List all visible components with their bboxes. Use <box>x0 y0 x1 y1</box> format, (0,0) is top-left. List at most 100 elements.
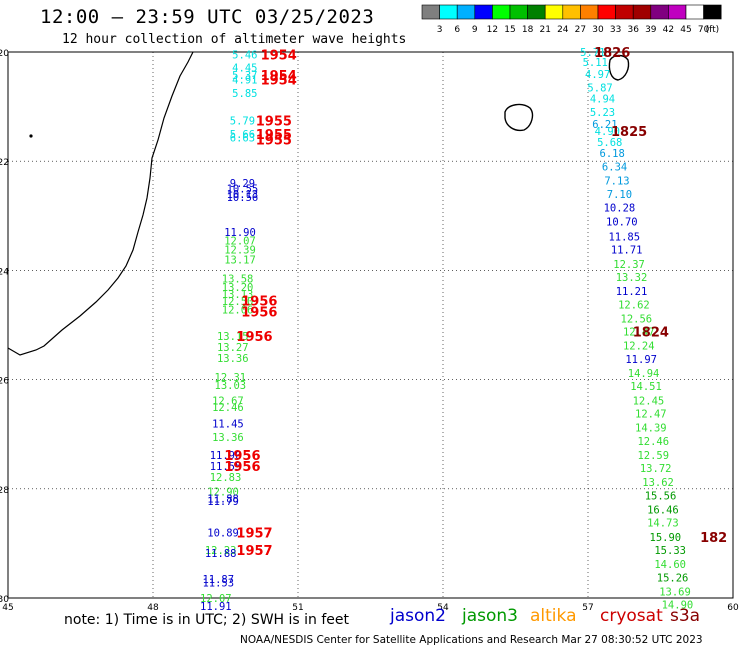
swh-label: 12.90 <box>207 487 239 499</box>
swh-label: 12.31 <box>215 372 247 384</box>
y-tick-label: -28 <box>0 486 9 496</box>
swh-label: 11.97 <box>625 354 657 366</box>
time-label: 1956 <box>224 460 260 475</box>
time-label: 1957 <box>236 544 272 559</box>
time-label: 1826 <box>594 46 630 61</box>
map-subtitle: 12 hour collection of altimeter wave hei… <box>62 32 407 47</box>
swh-label: 12.23 <box>205 545 237 557</box>
swh-label: 11.21 <box>616 286 648 298</box>
colorbar-label: 12 <box>487 25 498 35</box>
swh-label: 10.89 <box>207 527 239 539</box>
swh-label: 11.85 <box>608 232 640 244</box>
swh-label: 12.83 <box>210 472 242 484</box>
swh-label: 12.62 <box>618 299 650 311</box>
swh-label: 5.79 <box>230 115 255 127</box>
swh-label: 10.13 <box>227 189 259 201</box>
x-tick-label: 54 <box>437 603 449 613</box>
swh-label: 5.46 <box>232 50 257 62</box>
swh-label: 13.13 <box>222 289 254 301</box>
swh-label: 5.11 <box>583 57 608 69</box>
swh-label: 13.32 <box>616 272 648 284</box>
legend-jason2: jason2 <box>390 606 446 626</box>
swh-label: 4.45 <box>232 62 257 74</box>
swh-label: 14.73 <box>647 518 679 530</box>
swh-label: 11.79 <box>207 496 239 508</box>
map-title: 12:00 — 23:59 UTC 03/25/2023 <box>40 6 375 28</box>
swh-label: 15.33 <box>654 545 686 557</box>
swh-label: 5.66 <box>230 129 255 141</box>
swh-label: 14.90 <box>662 600 694 612</box>
time-label: 1956 <box>241 294 277 309</box>
swh-label: 11.88 <box>207 494 239 506</box>
swh-label: 12.46 <box>212 402 244 414</box>
colorbar-label: 6 <box>454 25 460 35</box>
swh-label: 6.18 <box>600 148 625 160</box>
swh-label: 11.45 <box>212 418 244 430</box>
legend-jason3: jason3 <box>462 606 518 626</box>
y-tick-label: -26 <box>0 377 9 387</box>
swh-label: 13.72 <box>640 463 672 475</box>
colorbar-label: 18 <box>522 25 534 35</box>
units-note: note: 1) Time is in UTC; 2) SWH is in fe… <box>64 612 350 628</box>
swh-label: 5.68 <box>597 137 622 149</box>
colorbar-label: 21 <box>539 25 550 35</box>
swh-label: 5.71 <box>580 47 605 59</box>
time-label: 1956 <box>241 305 277 320</box>
time-label: 1955 <box>256 114 292 129</box>
colorbar-label: 15 <box>504 25 515 35</box>
colorbar-label: 30 <box>592 25 604 35</box>
time-label: 1825 <box>611 125 647 140</box>
swh-label: 5.87 <box>587 82 612 94</box>
swh-label: 12.47 <box>635 408 667 420</box>
swh-label: 12.37 <box>613 259 645 271</box>
swh-label: 13.17 <box>224 254 256 266</box>
swh-label: 11.55 <box>210 461 242 473</box>
legend-altika: altika <box>530 606 577 626</box>
colorbar-label: 3 <box>437 25 443 35</box>
swh-label: 12.47 <box>623 327 655 339</box>
legend-cryosat: cryosat <box>600 606 663 626</box>
swh-label: 15.90 <box>650 532 682 544</box>
colorbar-label: 70 <box>698 25 710 35</box>
legend-s3a: s3a <box>670 606 701 626</box>
swh-label: 12.46 <box>637 436 669 448</box>
small-island <box>29 134 33 138</box>
swh-label: 14.60 <box>654 559 686 571</box>
swh-label: 6.21 <box>592 119 617 131</box>
swh-label: 12.59 <box>637 450 669 462</box>
x-tick-label: 45 <box>2 603 13 613</box>
time-label: 1954 <box>261 73 297 88</box>
colorbar-label: 27 <box>575 25 586 35</box>
swh-label: 10.56 <box>227 192 259 204</box>
swh-label: 11.90 <box>224 227 256 239</box>
swh-label: 11.87 <box>202 574 234 586</box>
swh-label: 11.90 <box>210 450 242 462</box>
swh-label: 14.39 <box>635 423 667 435</box>
colorbar-label: 45 <box>680 25 691 35</box>
colorbar-label: 39 <box>645 25 657 35</box>
swh-label: 4.90 <box>595 126 620 138</box>
colorbar-label: 9 <box>472 25 478 35</box>
swh-label: 11.71 <box>611 245 643 257</box>
swh-label: 13.03 <box>215 380 247 392</box>
mauritius-island <box>608 54 630 81</box>
colorbar-label: 36 <box>627 25 639 35</box>
swh-label: 5.85 <box>232 88 257 100</box>
y-tick-label: -30 <box>0 595 9 605</box>
swh-label: 4.94 <box>590 93 615 105</box>
swh-label: 13.69 <box>659 586 691 598</box>
swh-label: 5.37 <box>232 70 257 82</box>
swh-label: 12.39 <box>224 245 256 257</box>
swh-label: 4.91 <box>232 74 257 86</box>
time-label: 1955 <box>256 128 292 143</box>
swh-label: 12.07 <box>200 593 232 605</box>
swh-label: 14.51 <box>630 381 662 393</box>
swh-label: 15.56 <box>645 490 677 502</box>
swh-label: 10.70 <box>606 216 638 228</box>
swh-label: 13.27 <box>217 342 249 354</box>
swh-label: 7.13 <box>604 175 629 187</box>
swh-label: 13.36 <box>217 353 249 365</box>
swh-label: 10.28 <box>604 203 636 215</box>
time-label: 1956 <box>236 330 272 345</box>
